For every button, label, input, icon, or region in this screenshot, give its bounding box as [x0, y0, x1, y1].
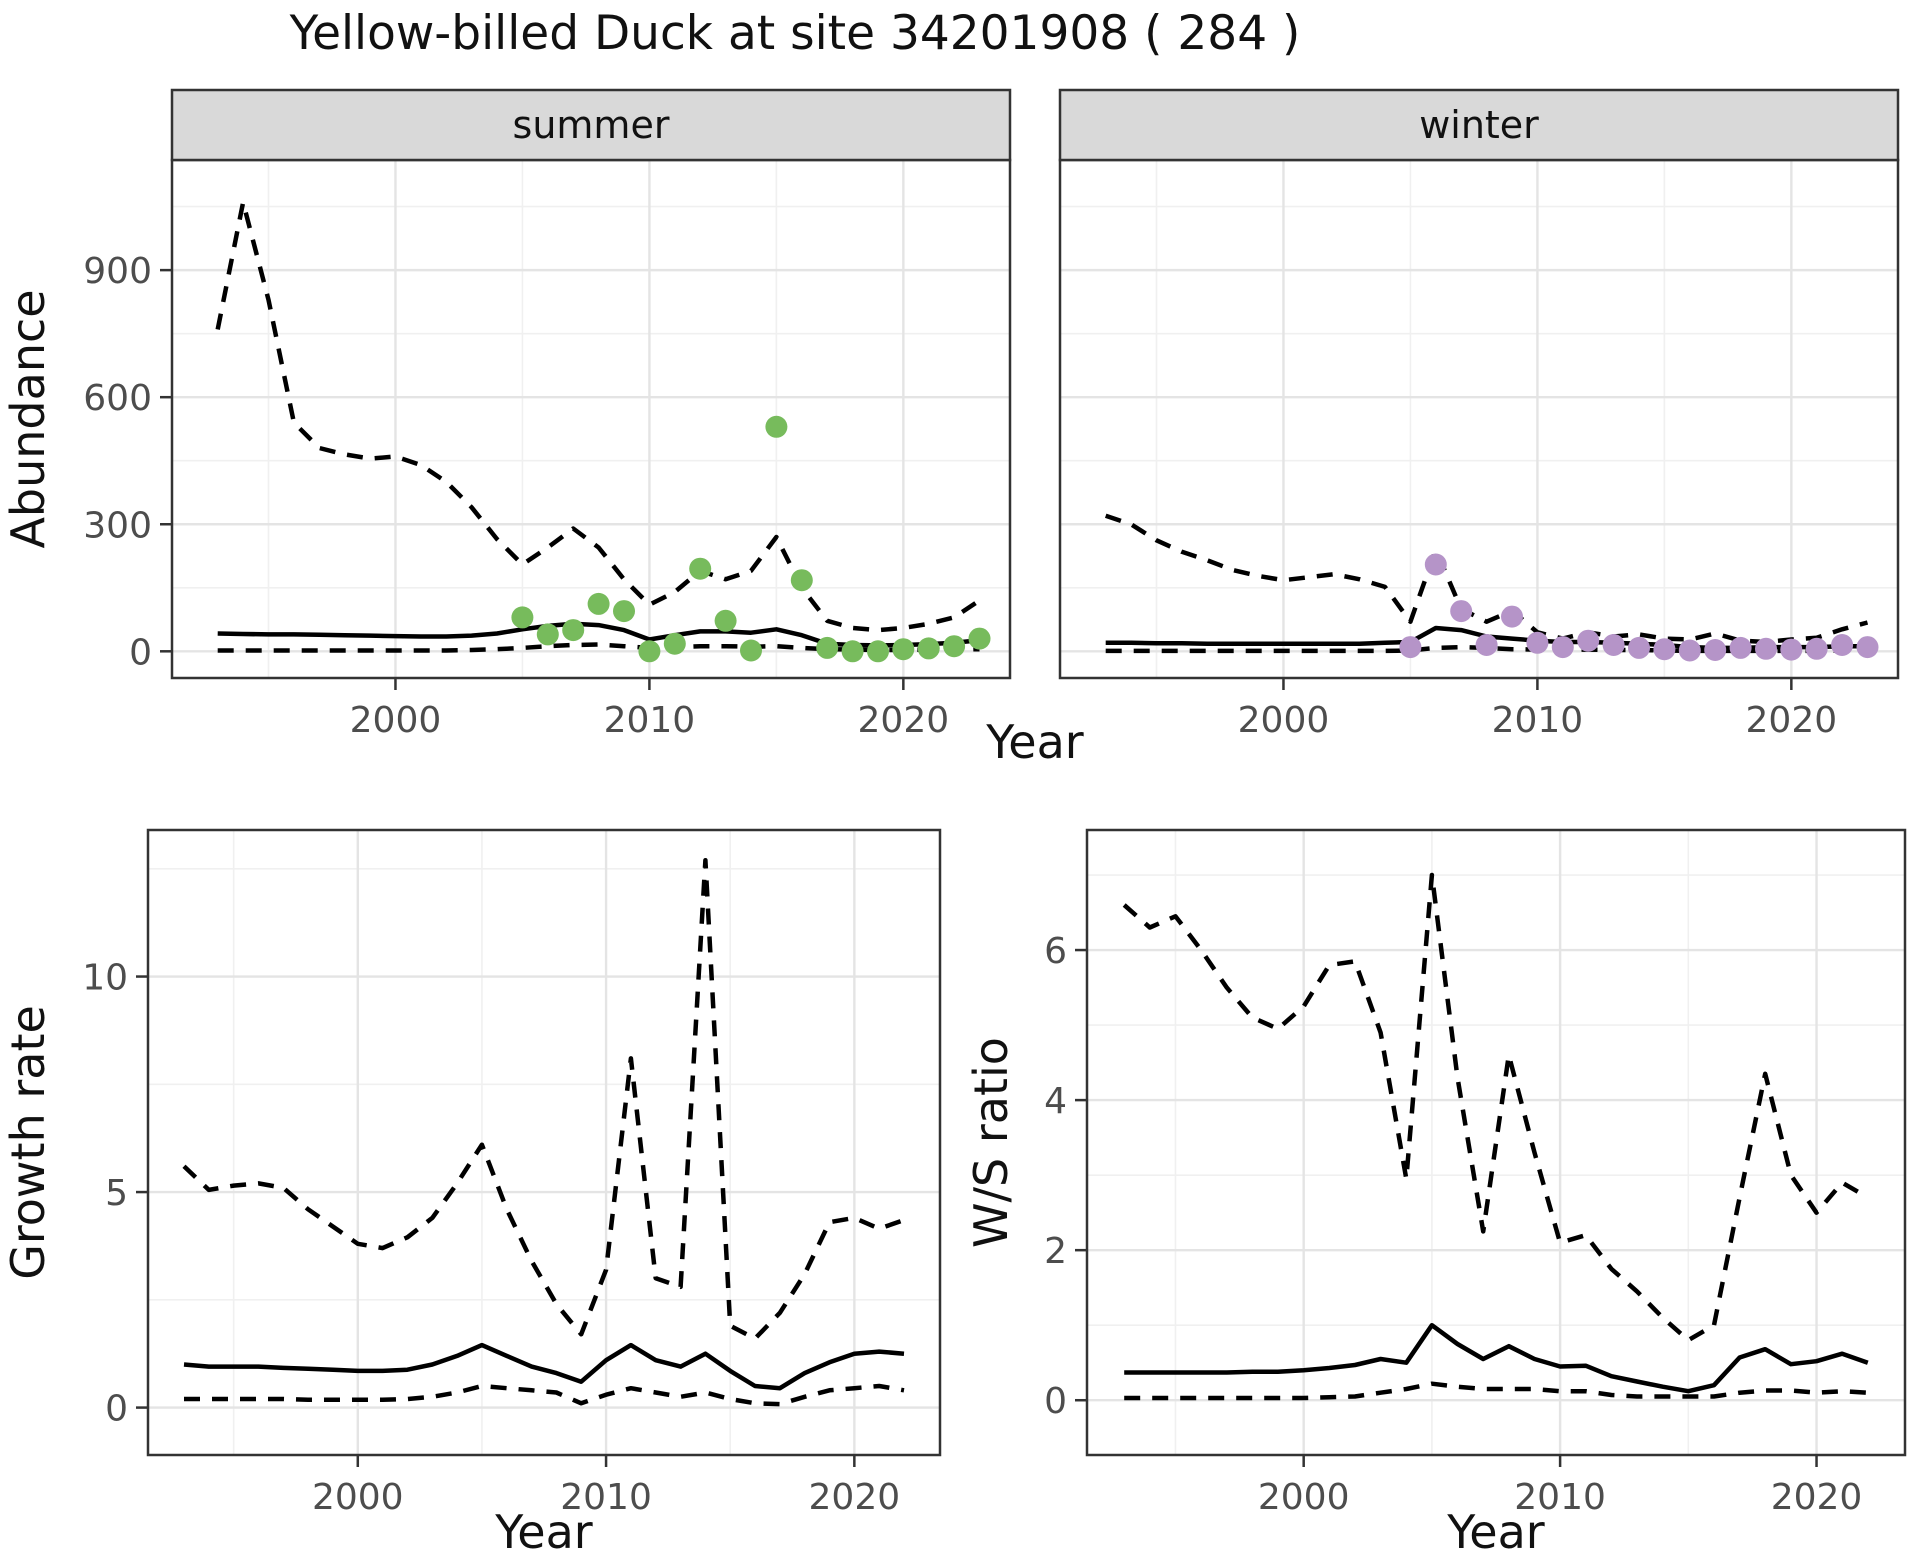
y-tick-label: 300 — [83, 505, 152, 546]
y-tick-label: 5 — [105, 1173, 128, 1214]
panel-growth-rate: 2000 2010 2020 0 5 10 — [82, 828, 942, 1518]
upper-ci-line — [215, 200, 981, 633]
panel-border — [146, 828, 942, 1457]
x-tick-label: 2020 — [1746, 700, 1838, 741]
x-tick-label: 2010 — [1514, 1477, 1606, 1518]
observed-winter-point — [1678, 639, 1701, 662]
panel-background — [148, 830, 940, 1455]
median-line — [183, 1342, 905, 1391]
observed-winter-point — [1755, 637, 1777, 660]
observed-winter-point — [1526, 631, 1549, 654]
upper-ci-line — [1104, 513, 1869, 645]
panel-abundance-winter: 2000 2010 2020 winter — [1058, 88, 1900, 741]
observed-winter-point — [1780, 638, 1803, 661]
x-tick-label: 2020 — [1771, 1477, 1863, 1518]
ws-ratio-axis-title: W/S ratio — [964, 1037, 1018, 1248]
observed-winter-point — [1704, 639, 1727, 661]
panel-background — [1060, 160, 1898, 678]
observed-winter-point — [1475, 634, 1498, 656]
x-tick-label: 2020 — [809, 1477, 901, 1518]
lower-ci-line — [217, 642, 980, 653]
top-year-axis-title: Year — [985, 715, 1083, 769]
observed-winter-point — [1729, 636, 1752, 659]
observed-winter-point — [1450, 600, 1473, 623]
observed-summer-point — [511, 606, 534, 629]
y-tick-label: 0 — [1044, 1381, 1067, 1422]
x-tick-label: 2010 — [1492, 700, 1584, 741]
observed-winter-point — [1805, 637, 1828, 660]
observed-summer-point — [892, 638, 915, 661]
upper-ci-line — [1122, 872, 1869, 1343]
observed-summer-point — [536, 623, 559, 646]
lower-ci-line — [1124, 1381, 1868, 1401]
panel-background — [172, 160, 1010, 678]
observed-winter-point — [1602, 634, 1625, 656]
x-tick-label: 2010 — [604, 700, 696, 741]
observed-summer-point — [663, 632, 686, 655]
lower-ci-line — [184, 1383, 905, 1407]
x-tick-label: 2000 — [312, 1477, 404, 1518]
y-tick-label: 600 — [83, 378, 152, 419]
observed-summer-point — [917, 637, 940, 660]
observed-summer-point — [714, 609, 737, 632]
observed-summer-point — [740, 639, 762, 662]
observed-summer-point — [613, 600, 635, 623]
observed-summer-point — [816, 636, 839, 659]
observed-summer-point — [790, 569, 813, 592]
facet-strip-label: winter — [1419, 103, 1539, 147]
observed-summer-point — [562, 619, 585, 642]
page-title: Yellow-billed Duck at site 34201908 ( 28… — [289, 6, 1301, 61]
ws-year-axis-title: Year — [1446, 1505, 1544, 1559]
observed-summer-point — [765, 415, 788, 438]
y-tick-label: 6 — [1044, 931, 1067, 972]
observed-winter-point — [1856, 636, 1879, 659]
upper-ci-line — [182, 857, 905, 1341]
observed-winter-point — [1551, 636, 1574, 659]
observed-summer-point — [867, 640, 889, 663]
observed-winter-point — [1501, 605, 1523, 628]
panel-ws-ratio: 2000 2010 2020 0 2 4 6 — [1044, 828, 1907, 1518]
observed-summer-point — [638, 640, 661, 663]
y-tick-label: 900 — [83, 251, 152, 292]
panel-border — [1085, 828, 1907, 1457]
observed-summer-point — [841, 640, 864, 663]
x-tick-label: 2010 — [560, 1477, 652, 1518]
facet-strip — [1058, 88, 1900, 162]
abundance-axis-title: Abundance — [1, 289, 55, 548]
growth-year-axis-title: Year — [494, 1505, 592, 1559]
x-tick-label: 2000 — [1238, 700, 1330, 741]
y-tick-label: 0 — [105, 1389, 128, 1430]
y-tick-label: 10 — [82, 958, 128, 999]
lower-ci-line — [1105, 644, 1868, 654]
observed-winter-point — [1399, 636, 1422, 659]
facet-strip — [170, 88, 1012, 162]
facet-strip-label: summer — [513, 103, 670, 147]
y-tick-label: 2 — [1044, 1231, 1067, 1272]
growth-rate-axis-title: Growth rate — [1, 1005, 55, 1280]
observed-summer-point — [943, 635, 966, 658]
y-tick-label: 0 — [129, 632, 152, 673]
x-tick-label: 2000 — [350, 700, 442, 741]
observed-winter-point — [1831, 634, 1854, 656]
observed-winter-point — [1577, 629, 1600, 652]
median-line — [1124, 1322, 1869, 1394]
observed-summer-point — [587, 592, 610, 615]
observed-winter-point — [1653, 638, 1676, 661]
observed-summer-point — [689, 557, 712, 580]
x-tick-label: 2020 — [858, 700, 950, 741]
observed-winter-point — [1424, 553, 1447, 576]
panel-abundance-summer: 2000 2010 2020 0 300 600 900 summer — [83, 88, 1012, 741]
observed-winter-point — [1628, 636, 1650, 659]
x-tick-label: 2000 — [1258, 1477, 1350, 1518]
observed-summer-point — [968, 627, 991, 650]
y-tick-label: 4 — [1044, 1081, 1067, 1122]
